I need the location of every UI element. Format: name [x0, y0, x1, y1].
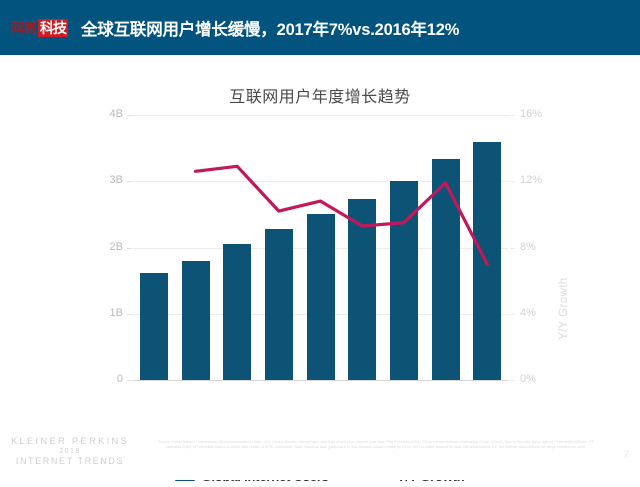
logo-text-netease: 网易	[10, 19, 37, 36]
plot-canvas	[133, 115, 508, 381]
y-axis-left-tickmark	[127, 181, 132, 183]
page-title: 全球互联网用户增长缓慢，2017年7%vs.2016年12%	[81, 20, 460, 39]
bar-2016	[431, 158, 460, 380]
page-number: 7	[623, 449, 629, 459]
page-header: 网易 科技 全球互联网用户增长缓慢，2017年7%vs.2016年12%	[0, 0, 640, 55]
kleiner-perkins-logo: KLEINER PERKINS 2018 INTERNET TRENDS	[8, 436, 132, 466]
y-axis-right-label-wrap: Y/Y Growth	[558, 277, 572, 440]
bar-2013	[306, 213, 335, 380]
brand-year: 2018	[59, 448, 81, 455]
y-axis-right-tickmark	[510, 247, 515, 249]
y-axis-left-tickmark	[127, 115, 132, 116]
y-axis-right-tick: 4%	[520, 306, 536, 319]
bar-2010	[181, 261, 210, 380]
y-axis-right-tick: 16%	[520, 108, 543, 120]
y-axis-right-tick: 8%	[520, 240, 536, 253]
bar-2009	[139, 272, 168, 380]
y-axis-right-label: Y/Y Growth	[558, 277, 570, 340]
y-axis-left-tickmark	[127, 380, 132, 381]
gridline	[133, 181, 508, 183]
y-axis-right-tick: 0%	[520, 373, 536, 385]
logo-badge-tech: 科技	[38, 18, 68, 37]
bar-2012	[264, 228, 293, 380]
y-axis-right-tickmark	[510, 313, 515, 315]
y-axis-left-tick: 2B	[109, 240, 123, 253]
y-axis-right-tickmark	[510, 380, 515, 381]
page-footer: KLEINER PERKINS 2018 INTERNET TRENDS Sou…	[0, 432, 640, 480]
brand-name: KLEINER PERKINS	[11, 436, 129, 447]
y-axis-left-tick: 0	[116, 373, 123, 385]
gridline	[133, 115, 508, 116]
y-axis-left-tickmark	[127, 313, 132, 315]
bar-2014	[348, 199, 377, 380]
line-series	[193, 164, 489, 266]
source-note: Source: United Nations / International T…	[157, 440, 595, 450]
y-axis-right-tick: 12%	[520, 174, 543, 187]
chart-title: 互联网用户年度增长趋势	[229, 89, 411, 106]
y-axis-left-tick: 4B	[109, 108, 123, 120]
y-axis-left-tick: 3B	[109, 174, 123, 187]
y-axis-left-tickmark	[127, 247, 132, 249]
y-axis-left-tick: 1B	[109, 306, 123, 319]
gridline	[133, 380, 508, 381]
brand-report: INTERNET TRENDS	[15, 456, 125, 466]
bar-2011	[223, 244, 252, 380]
chart-container: 互联网用户年度增长趋势 Internet Users, Global Y/Y G…	[0, 55, 640, 484]
netease-tech-logo: 网易 科技	[10, 18, 68, 37]
plot-area: Internet Users, Global Y/Y Growth 01B2B3…	[0, 108, 640, 400]
y-axis-right-tickmark	[510, 115, 515, 116]
y-axis-right-tickmark	[510, 181, 515, 183]
